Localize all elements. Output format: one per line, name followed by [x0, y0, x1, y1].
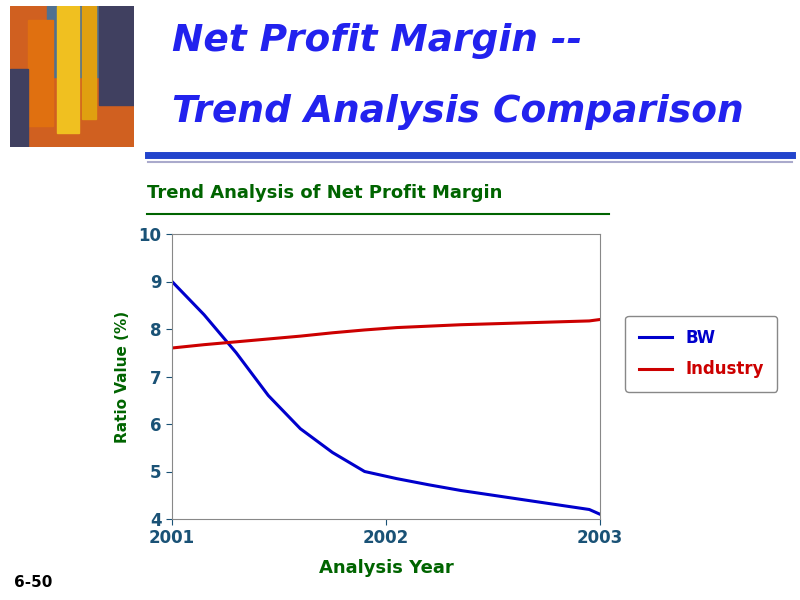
X-axis label: Analysis Year: Analysis Year: [318, 559, 454, 577]
Text: Net Profit Margin --: Net Profit Margin --: [172, 23, 582, 59]
Legend: BW, Industry: BW, Industry: [626, 316, 778, 392]
Y-axis label: Ratio Value (%): Ratio Value (%): [115, 310, 130, 443]
Bar: [57, 6, 79, 133]
Bar: [99, 6, 134, 104]
Bar: [28, 20, 53, 126]
Bar: [46, 6, 102, 76]
Text: Trend Analysis Comparison: Trend Analysis Comparison: [172, 94, 744, 130]
Bar: [10, 70, 28, 147]
Bar: [82, 6, 96, 119]
Text: Trend Analysis of Net Profit Margin: Trend Analysis of Net Profit Margin: [147, 185, 502, 202]
Text: 6-50: 6-50: [14, 575, 53, 590]
